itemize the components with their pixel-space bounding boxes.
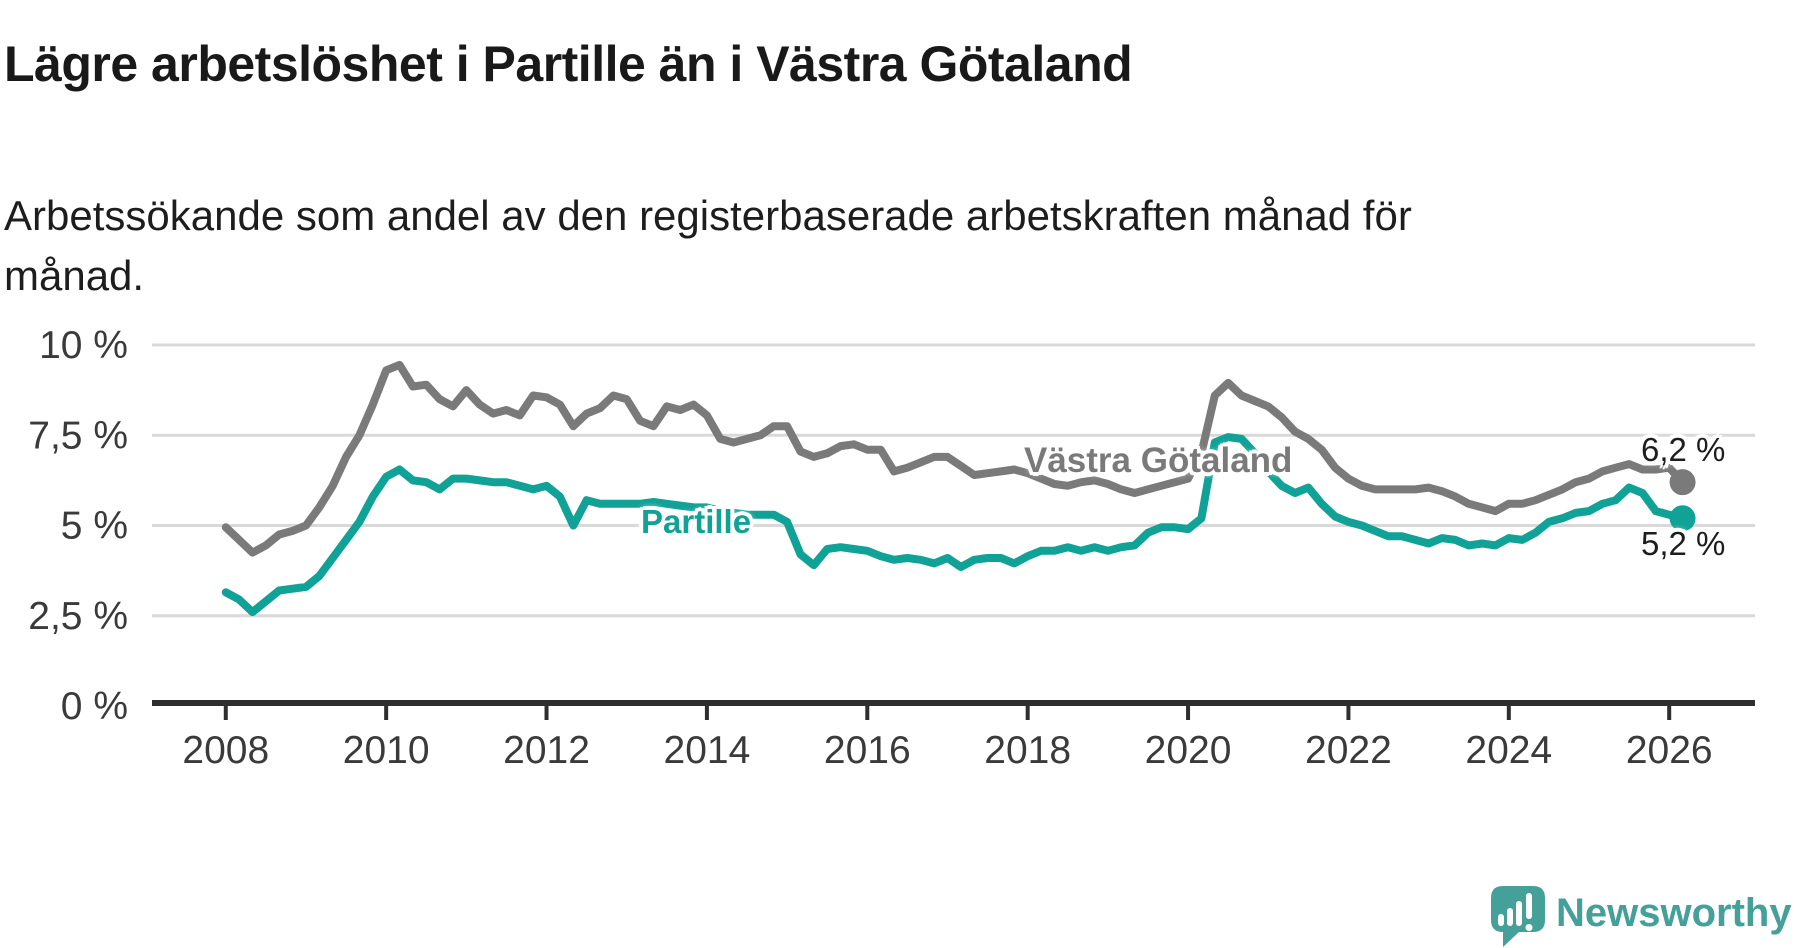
chart-subtitle: Arbetssökande som andel av den registerb… xyxy=(4,186,1412,306)
page-title: Lägre arbetslöshet i Partille än i Västr… xyxy=(4,35,1133,92)
x-axis-tick-label: 2012 xyxy=(503,729,590,772)
x-axis-tick-label: 2008 xyxy=(182,729,269,772)
end-dot-vastra-gotaland xyxy=(1669,469,1696,496)
x-axis-tick-label: 2026 xyxy=(1626,729,1713,772)
series-line-vastra-gotaland xyxy=(221,360,1687,557)
newsworthy-logo-icon xyxy=(1491,886,1545,947)
x-axis-tick-label: 2014 xyxy=(664,729,751,772)
x-axis-tick-label: 2016 xyxy=(824,729,911,772)
end-dot-partille xyxy=(1669,505,1696,532)
newsworthy-logo-text: Newsworthy xyxy=(1556,891,1792,935)
series-label-partille: Partille xyxy=(641,503,752,540)
subtitle-line-1: Arbetssökande som andel av den registerb… xyxy=(4,192,1412,239)
logo-exclamation-dot xyxy=(1525,924,1533,931)
logo-bar-3 xyxy=(1516,901,1522,926)
logo-bar-1 xyxy=(1498,914,1504,926)
x-axis-tick-label: 2020 xyxy=(1145,729,1232,772)
series-label-vastra-gotaland: Västra Götaland xyxy=(1024,441,1293,480)
end-value-label-vastra-gotaland: 6,2 % xyxy=(1641,431,1726,468)
logo-exclamation-bar xyxy=(1526,893,1532,919)
x-axis-tick-label: 2010 xyxy=(343,729,430,772)
x-axis-tick-label: 2022 xyxy=(1305,729,1392,772)
series-line-partille xyxy=(221,433,1687,617)
x-axis-tick-label: 2024 xyxy=(1465,729,1552,772)
y-axis-tick-label: 10 % xyxy=(39,324,128,367)
end-value-label-partille: 5,2 % xyxy=(1641,525,1726,562)
subtitle-line-2: månad. xyxy=(4,252,145,299)
y-axis-tick-label: 5 % xyxy=(61,505,128,548)
y-axis-tick-label: 2,5 % xyxy=(28,595,128,638)
x-axis-tick-label: 2018 xyxy=(984,729,1071,772)
y-axis-tick-label: 7,5 % xyxy=(28,414,128,457)
y-axis-tick-label: 0 % xyxy=(61,685,128,728)
logo-bar-2 xyxy=(1507,908,1513,926)
newsworthy-logo: Newsworthy xyxy=(1488,886,1800,948)
